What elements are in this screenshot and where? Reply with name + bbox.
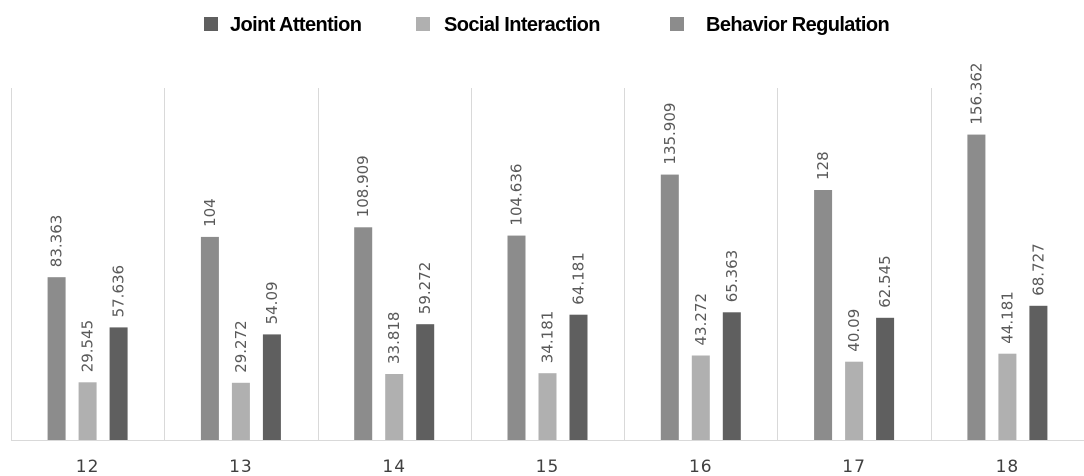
data-labels: 83.363 29.545 57.636 104 29.272 54.09 108.909 3…	[48, 63, 1048, 373]
category-gridlines	[11, 88, 932, 440]
data-label-behavior-regulation-17: 128	[814, 151, 832, 180]
data-label-joint-attention-13: 54.09	[263, 281, 281, 324]
bar-behavior-regulation-13	[200, 236, 219, 440]
data-label-behavior-regulation-12: 83.363	[48, 215, 66, 268]
data-label-social-interaction-13: 29.272	[232, 320, 250, 373]
x-tick-label-18: 18	[996, 457, 1020, 476]
x-tick-label-17: 17	[842, 457, 866, 476]
bar-behavior-regulation-14	[354, 227, 373, 440]
bar-social-interaction-18	[998, 353, 1017, 440]
bar-behavior-regulation-17	[814, 190, 833, 440]
bar-social-interaction-14	[385, 374, 404, 440]
data-label-social-interaction-15: 34.181	[539, 311, 557, 364]
legend-label-joint-attention: Joint Attention	[230, 14, 361, 36]
x-tick-labels: 12 13 14 15 16 17 18	[76, 457, 1020, 476]
data-label-joint-attention-18: 68.727	[1029, 243, 1047, 296]
data-label-social-interaction-16: 43.272	[692, 293, 710, 346]
bar-joint-attention-14	[416, 324, 435, 440]
legend: Joint Attention Social Interaction Behavio…	[204, 14, 890, 36]
bar-social-interaction-13	[231, 382, 250, 440]
data-label-behavior-regulation-18: 156.362	[967, 63, 985, 125]
x-tick-label-13: 13	[229, 457, 253, 476]
data-label-behavior-regulation-15: 104.636	[508, 164, 526, 226]
bar-social-interaction-15	[538, 373, 557, 440]
bar-joint-attention-12	[109, 327, 128, 440]
data-label-joint-attention-12: 57.636	[110, 265, 128, 318]
bar-behavior-regulation-15	[507, 235, 526, 440]
bar-joint-attention-18	[1029, 305, 1048, 440]
data-label-joint-attention-14: 59.272	[416, 262, 434, 315]
data-label-social-interaction-14: 33.818	[385, 312, 403, 365]
data-label-social-interaction-17: 40.09	[845, 309, 863, 352]
bar-joint-attention-17	[876, 317, 895, 440]
legend-swatch-social-interaction	[416, 17, 430, 31]
data-label-joint-attention-17: 62.545	[876, 255, 894, 308]
data-label-joint-attention-15: 64.181	[570, 252, 588, 305]
data-label-behavior-regulation-13: 104	[201, 198, 219, 227]
bar-joint-attention-15	[569, 314, 588, 440]
bar-behavior-regulation-12	[47, 277, 66, 440]
bar-joint-attention-16	[722, 312, 741, 440]
bars	[47, 134, 1048, 440]
legend-swatch-behavior-regulation	[670, 17, 684, 31]
data-label-social-interaction-12: 29.545	[79, 320, 97, 373]
bar-social-interaction-12	[78, 382, 97, 440]
x-tick-label-12: 12	[76, 457, 100, 476]
data-label-social-interaction-18: 44.181	[998, 291, 1016, 344]
data-label-joint-attention-16: 65.363	[723, 250, 741, 303]
legend-swatch-joint-attention	[204, 17, 218, 31]
bar-behavior-regulation-16	[660, 174, 679, 440]
bar-social-interaction-17	[845, 361, 864, 440]
legend-label-social-interaction: Social Interaction	[444, 14, 600, 36]
bar-joint-attention-13	[262, 334, 281, 440]
data-label-behavior-regulation-14: 108.909	[354, 155, 372, 217]
bar-behavior-regulation-18	[967, 134, 986, 440]
data-label-behavior-regulation-16: 135.909	[661, 103, 679, 165]
x-tick-label-15: 15	[536, 457, 560, 476]
bar-social-interaction-16	[691, 355, 710, 440]
x-tick-label-14: 14	[382, 457, 406, 476]
legend-label-behavior-regulation: Behavior Regulation	[706, 14, 889, 36]
x-tick-label-16: 16	[689, 457, 713, 476]
